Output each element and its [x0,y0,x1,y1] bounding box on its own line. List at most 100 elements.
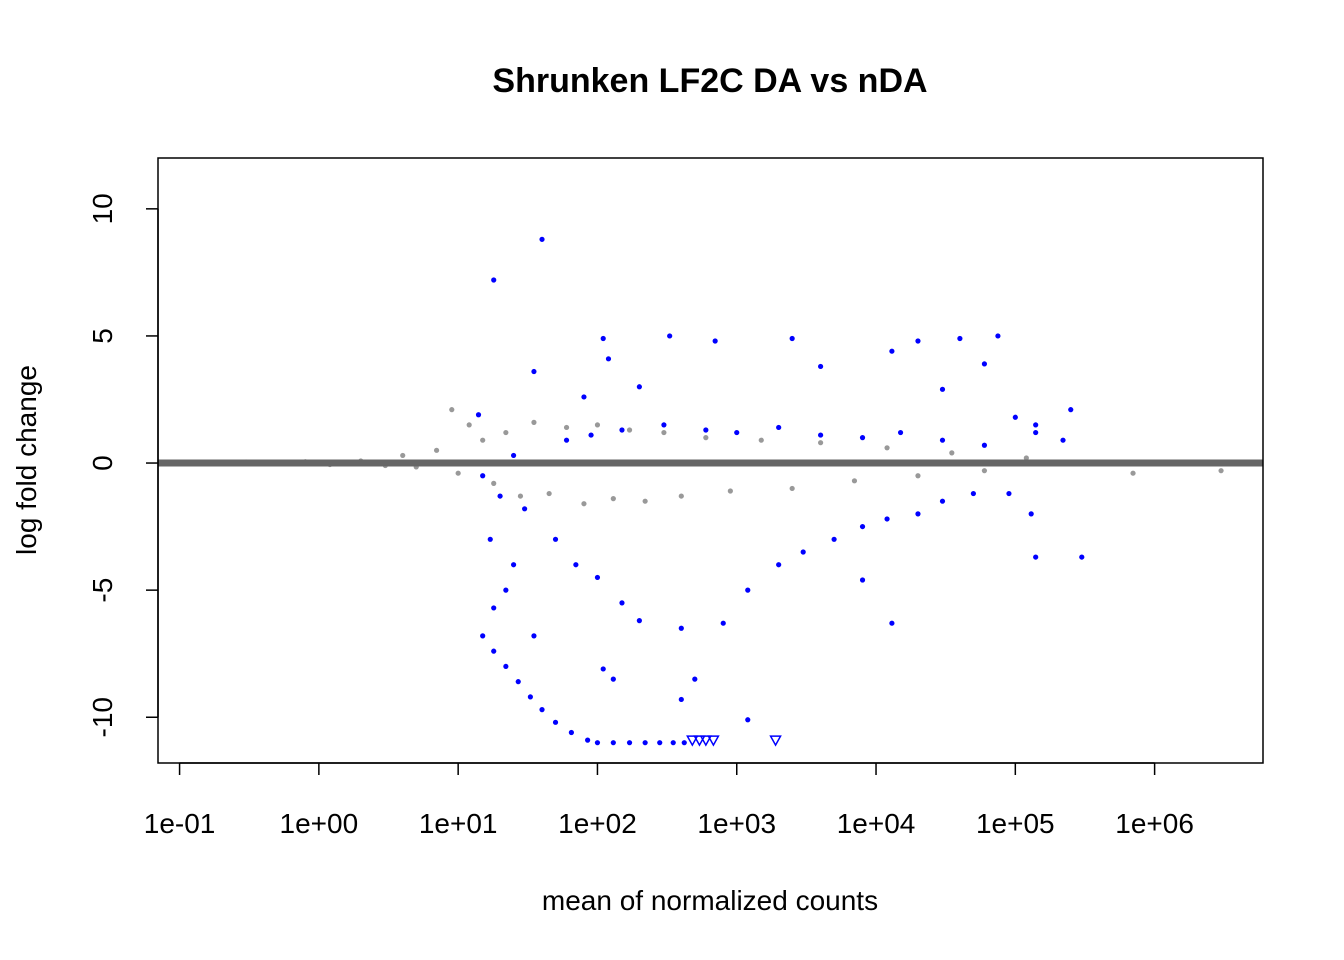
x-axis: 1e-01 1e+00 1e+01 1e+02 1e+03 1e+04 1e+05 1e+06 [144,762,1194,839]
point-marker [776,562,782,568]
point-marker [667,333,673,339]
point-marker [831,536,837,542]
point-marker [480,633,486,639]
point-marker [703,435,709,441]
point-marker [642,740,648,746]
point-marker [769,735,782,747]
point-marker [600,335,606,342]
point-marker [1218,468,1224,474]
point-marker [626,740,633,746]
y-tick-label: 5 [87,328,118,344]
point-marker [859,577,866,583]
point-marker [859,523,866,530]
point-marker [491,648,497,654]
point-marker [594,574,601,581]
x-tick-label: 1e+04 [837,808,916,839]
point-marker [527,694,533,700]
point-marker [552,536,559,542]
point-marker [734,429,740,436]
point-marker [619,600,625,606]
x-tick-label: 1e+05 [976,808,1055,839]
point-marker [588,432,594,438]
x-tick-label: 1e+06 [1115,808,1194,839]
point-marker [449,407,455,413]
y-axis: -10 -5 0 5 10 [87,193,159,737]
point-marker [531,419,537,425]
x-axis-label: mean of normalized counts [542,885,878,916]
plot-points [192,236,1224,747]
point-marker [515,679,521,685]
y-tick-label: -5 [87,578,118,603]
point-marker [455,470,461,476]
point-marker [758,437,764,443]
point-marker [897,429,904,436]
point-marker [1130,470,1136,476]
point-marker [720,620,726,626]
point-marker [480,473,486,479]
point-marker [1068,407,1074,413]
point-marker [636,618,642,624]
point-marker [859,435,866,441]
point-marker [981,361,988,367]
point-marker [466,422,472,428]
point-marker [727,488,733,494]
y-tick-label: 10 [87,193,118,224]
point-marker [539,236,545,242]
point-marker [610,676,616,682]
point-marker [1028,511,1034,517]
point-marker [480,437,486,443]
point-marker [552,719,559,725]
point-marker [510,562,517,568]
point-marker [475,412,482,418]
point-marker [503,587,509,593]
point-marker [657,740,663,746]
point-marker [995,333,1001,339]
point-marker [1023,455,1029,461]
point-marker [889,348,895,354]
point-marker [915,511,921,517]
point-marker [957,335,963,342]
point-marker [686,735,699,747]
point-marker [915,473,921,479]
point-marker [661,422,667,428]
x-tick-label: 1e+02 [558,808,637,839]
x-tick-label: 1e+00 [280,808,359,839]
point-marker [889,620,895,626]
point-marker [678,625,684,631]
point-marker [915,338,921,344]
point-marker [851,478,858,484]
point-marker [539,707,545,713]
point-marker [563,437,570,443]
point-marker [594,422,601,428]
point-marker [776,424,782,431]
point-marker [487,536,493,542]
point-marker [981,442,988,448]
point-marker [573,562,579,568]
point-marker [581,501,587,507]
point-marker [789,485,795,492]
point-marker [605,356,612,362]
point-marker [400,452,406,459]
point-marker [981,468,988,474]
point-marker [939,498,946,504]
point-marker [517,493,524,499]
y-tick-label: 0 [87,455,118,471]
point-marker [636,384,642,390]
point-marker [1033,422,1039,428]
point-marker [491,277,497,283]
point-marker [610,496,616,502]
point-marker [800,549,806,555]
point-marker [594,740,601,746]
point-marker [610,740,616,746]
point-marker [661,429,667,436]
y-axis-label: log fold change [11,365,42,555]
point-marker [949,450,955,456]
point-marker [703,427,709,433]
point-marker [491,605,497,611]
point-marker [531,633,537,639]
point-marker [970,490,976,497]
point-marker [884,516,890,522]
point-marker [699,735,713,747]
point-marker [678,493,684,499]
